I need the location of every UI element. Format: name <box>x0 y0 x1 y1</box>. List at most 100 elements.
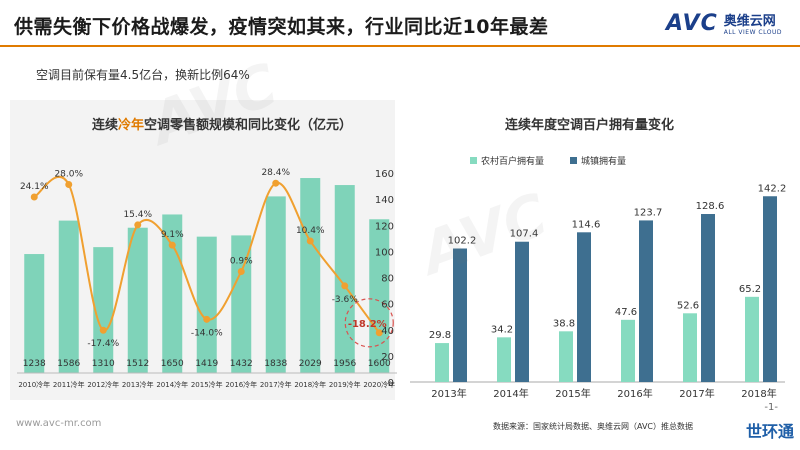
logo-en-text: ALL VIEW CLOUD <box>723 29 782 36</box>
bar-value-label: 1838 <box>264 359 287 369</box>
bar-value-label: 128.6 <box>696 201 725 212</box>
y-tick-label: 80 <box>381 274 394 285</box>
urban-bar <box>763 196 777 382</box>
bar-value-label: 1310 <box>92 359 115 369</box>
x-tick-label: 2017年 <box>679 387 714 400</box>
bar-value-label: 142.2 <box>758 183 787 194</box>
growth-point <box>375 329 383 337</box>
growth-label: -18.2% <box>348 319 387 330</box>
x-tick-label: 2019冷年 <box>329 380 361 389</box>
data-source: 数据来源：国家统计局数据、奥维云网（AVC）推总数据 <box>493 422 694 431</box>
x-tick-label: 2018冷年 <box>294 380 326 389</box>
bar-value-label: 1600 <box>368 359 391 369</box>
header-divider <box>0 45 800 47</box>
rural-bar <box>559 331 573 382</box>
page-title: 供需失衡下价格战爆发，疫情突如其来，行业同比近10年最差 <box>14 16 549 38</box>
x-tick-label: 2017冷年 <box>260 380 292 389</box>
right-chart-title: 连续年度空调百户拥有量变化 <box>505 118 675 133</box>
bar-value-label: 1432 <box>230 359 253 369</box>
x-tick-label: 2020冷年 <box>363 380 395 389</box>
bar-value-label: 102.2 <box>448 236 477 247</box>
y-tick-label: 20 <box>381 352 394 363</box>
bar-value-label: 1650 <box>161 359 184 369</box>
bar <box>265 196 286 373</box>
growth-point <box>65 180 73 188</box>
x-tick-label: 2018年 <box>741 387 776 400</box>
x-tick-label: 2016年 <box>617 387 652 400</box>
footer-url[interactable]: www.avc-mr.com <box>16 418 102 429</box>
x-tick-label: 2016冷年 <box>225 380 257 389</box>
bar-value-label: 65.2 <box>739 284 761 295</box>
growth-label: 0.9% <box>230 256 253 266</box>
subtitle: 空调目前保有量4.5亿台，换新比例64% <box>36 68 250 82</box>
legend-swatch <box>570 157 577 164</box>
growth-point <box>306 237 314 245</box>
bar-value-label: 1586 <box>57 359 80 369</box>
legend-label: 农村百户拥有量 <box>481 155 544 167</box>
title-suffix: 年最差 <box>489 16 549 38</box>
bar-value-label: 114.6 <box>572 219 601 230</box>
bar <box>58 220 79 373</box>
bar <box>231 235 252 373</box>
growth-point <box>203 315 211 323</box>
bar <box>196 236 217 373</box>
growth-label: -3.6% <box>332 295 359 305</box>
x-tick-label: 2015年 <box>555 387 590 400</box>
y-tick-label: 120 <box>375 221 394 232</box>
x-tick-label: 2010冷年 <box>18 380 50 389</box>
page-number: -1- <box>764 402 778 413</box>
bar-value-label: 52.6 <box>677 300 699 311</box>
bar <box>93 247 114 373</box>
rural-bar <box>497 337 511 382</box>
growth-label: 24.1% <box>20 182 49 192</box>
avc-logo: AVC 奥维云网 ALL VIEW CLOUD <box>666 10 782 37</box>
growth-point <box>99 326 107 334</box>
bar-value-label: 29.8 <box>429 330 451 341</box>
x-tick-label: 2011冷年 <box>53 380 85 389</box>
x-tick-label: 2012冷年 <box>87 380 119 389</box>
rural-bar <box>621 319 635 382</box>
urban-bar <box>515 241 529 382</box>
growth-label: -17.4% <box>87 339 119 349</box>
growth-point <box>237 267 245 275</box>
growth-label: 15.4% <box>123 210 152 220</box>
x-tick-label: 2014年 <box>493 387 528 400</box>
growth-label: -14.0% <box>191 328 223 338</box>
bar-value-label: 107.4 <box>510 229 539 240</box>
urban-bar <box>453 248 467 382</box>
bar <box>334 185 355 373</box>
growth-label: 28.4% <box>261 168 290 178</box>
bar-value-label: 1956 <box>333 359 356 369</box>
legend-swatch <box>470 157 477 164</box>
growth-point <box>341 282 349 290</box>
bar-value-label: 1238 <box>23 359 46 369</box>
bar <box>369 219 390 373</box>
urban-bar <box>577 232 591 382</box>
x-tick-label: 2014冷年 <box>156 380 188 389</box>
bar-value-label: 38.8 <box>553 318 575 329</box>
growth-point <box>272 179 280 187</box>
corner-logo: 世环通 <box>745 422 794 441</box>
title-number: 10 <box>462 16 490 38</box>
y-tick-label: 160 <box>375 169 394 180</box>
bar <box>300 178 321 373</box>
bar-value-label: 123.7 <box>634 207 663 218</box>
urban-bar <box>639 220 653 382</box>
logo-cn-text: 奥维云网 <box>723 14 776 29</box>
growth-point <box>134 221 142 229</box>
growth-label: 9.1% <box>161 230 184 240</box>
bar-value-label: 47.6 <box>615 307 637 318</box>
growth-point <box>30 193 38 201</box>
x-tick-label: 2013冷年 <box>122 380 154 389</box>
growth-label: 10.4% <box>296 226 325 236</box>
y-tick-label: 60 <box>381 300 394 311</box>
bar-value-label: 1419 <box>195 359 218 369</box>
left-chart-title: 连续冷年空调零售额规模和同比变化（亿元） <box>92 118 353 133</box>
y-tick-label: 100 <box>375 247 394 258</box>
bar-value-label: 1512 <box>126 359 149 369</box>
urban-bar <box>701 214 715 382</box>
y-tick-label: 40 <box>381 326 394 337</box>
growth-point <box>168 241 176 249</box>
rural-bar <box>683 313 697 382</box>
